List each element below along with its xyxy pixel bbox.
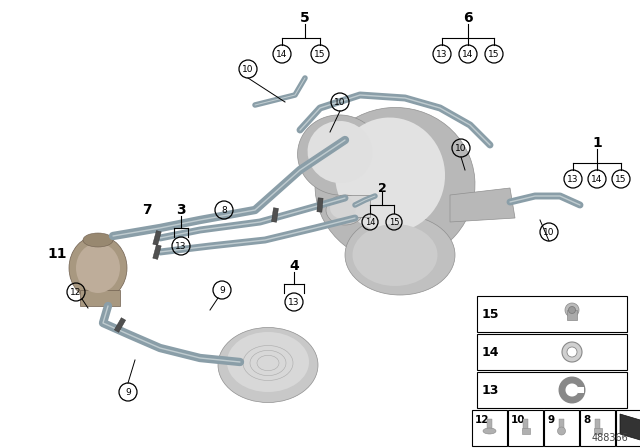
- Text: 13: 13: [288, 297, 300, 306]
- Bar: [580, 410, 615, 446]
- Text: 4: 4: [289, 259, 299, 273]
- Text: 15: 15: [314, 49, 326, 59]
- Ellipse shape: [76, 243, 120, 293]
- Bar: [578, 387, 584, 393]
- Text: 13: 13: [175, 241, 187, 250]
- Text: 7: 7: [142, 203, 152, 217]
- Text: 15: 15: [488, 49, 500, 59]
- Text: 13: 13: [436, 49, 448, 59]
- Ellipse shape: [315, 108, 475, 263]
- Text: 3: 3: [176, 203, 186, 217]
- Text: 14: 14: [276, 49, 288, 59]
- Text: 15: 15: [615, 175, 627, 184]
- Bar: [115, 318, 125, 332]
- Text: 14: 14: [591, 175, 603, 184]
- Bar: [567, 310, 577, 320]
- Ellipse shape: [69, 236, 127, 301]
- Bar: [153, 245, 161, 259]
- Bar: [523, 419, 528, 431]
- Bar: [477, 296, 627, 332]
- Circle shape: [568, 306, 575, 314]
- Bar: [559, 419, 564, 431]
- Bar: [477, 372, 627, 408]
- Ellipse shape: [335, 117, 445, 233]
- Text: 11: 11: [47, 247, 67, 261]
- Polygon shape: [620, 414, 640, 442]
- Text: 10: 10: [511, 415, 525, 425]
- Ellipse shape: [330, 197, 356, 219]
- Text: 8: 8: [221, 206, 227, 215]
- Ellipse shape: [218, 327, 318, 402]
- Text: 13: 13: [567, 175, 579, 184]
- Bar: [340, 195, 370, 217]
- Ellipse shape: [227, 332, 309, 392]
- Circle shape: [567, 347, 577, 357]
- Bar: [593, 428, 602, 434]
- Bar: [317, 198, 323, 212]
- Ellipse shape: [483, 428, 496, 434]
- Ellipse shape: [326, 195, 364, 225]
- Circle shape: [565, 303, 579, 317]
- Text: 9: 9: [219, 285, 225, 294]
- Text: 14: 14: [482, 345, 499, 358]
- Text: 9: 9: [547, 415, 554, 425]
- Text: 2: 2: [378, 181, 387, 194]
- Text: 14: 14: [462, 49, 474, 59]
- Ellipse shape: [345, 215, 455, 295]
- Bar: [508, 410, 543, 446]
- Ellipse shape: [308, 121, 372, 183]
- Ellipse shape: [353, 224, 438, 286]
- Circle shape: [562, 342, 582, 362]
- Ellipse shape: [83, 233, 113, 247]
- Text: 12: 12: [70, 288, 82, 297]
- Text: 488366: 488366: [591, 433, 628, 443]
- Text: 15: 15: [482, 307, 499, 320]
- Text: 12: 12: [475, 415, 490, 425]
- Circle shape: [557, 427, 566, 435]
- Bar: [477, 334, 627, 370]
- Bar: [616, 410, 640, 446]
- Bar: [487, 419, 492, 431]
- Text: 5: 5: [300, 11, 310, 25]
- Text: 15: 15: [388, 217, 399, 227]
- Ellipse shape: [298, 115, 383, 195]
- Bar: [544, 410, 579, 446]
- Polygon shape: [450, 188, 515, 222]
- Text: 10: 10: [243, 65, 253, 73]
- Text: 10: 10: [455, 143, 467, 152]
- Bar: [472, 410, 507, 446]
- Text: 8: 8: [583, 415, 590, 425]
- Text: 14: 14: [365, 217, 375, 227]
- Bar: [522, 428, 529, 434]
- Bar: [153, 231, 161, 246]
- Text: 6: 6: [463, 11, 473, 25]
- Bar: [271, 208, 278, 222]
- Text: 1: 1: [592, 136, 602, 150]
- Polygon shape: [80, 290, 120, 306]
- Text: 10: 10: [543, 228, 555, 237]
- Text: 10: 10: [334, 98, 346, 107]
- Bar: [595, 419, 600, 431]
- Text: 9: 9: [125, 388, 131, 396]
- Text: 13: 13: [482, 383, 499, 396]
